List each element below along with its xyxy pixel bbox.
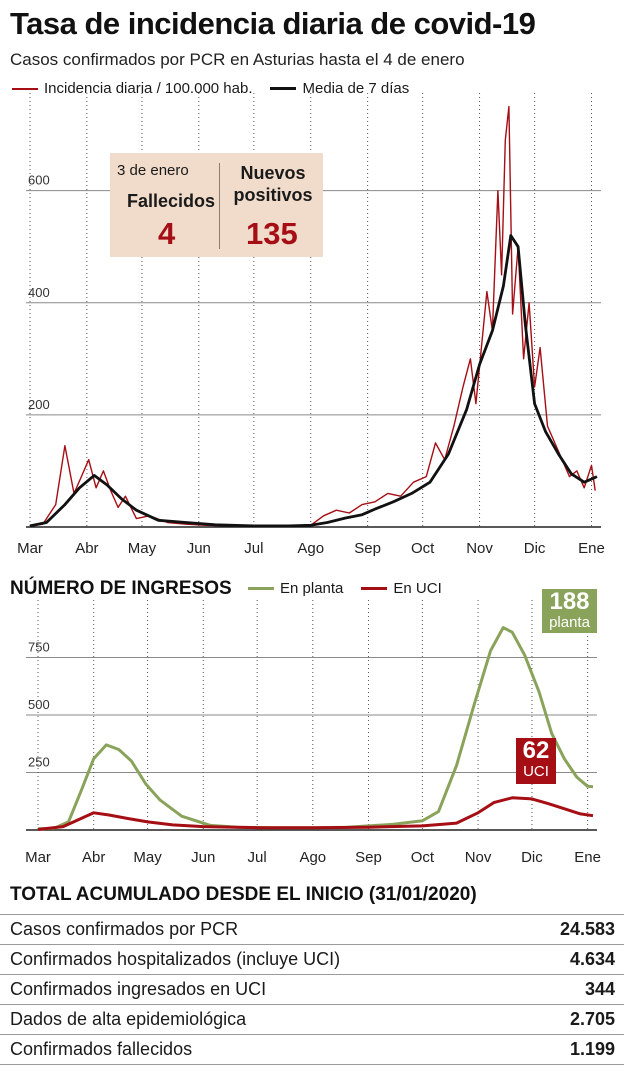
x-tick-label: May [133, 849, 162, 866]
x-tick-label: Jul [244, 540, 263, 557]
positives-label-line2: positivos [233, 185, 313, 205]
planta-callout: 188 planta [542, 589, 597, 633]
x-tick-label: Nov [466, 540, 493, 557]
x-tick-label: Ago [299, 849, 326, 866]
y-tick-label: 400 [28, 285, 50, 300]
totals-label: Casos confirmados por PCR [10, 919, 239, 939]
uci-callout-label: UCI [523, 763, 549, 780]
legend-swatch-avg [270, 87, 297, 90]
legend-item-planta: En planta [248, 580, 343, 597]
totals-row: Dados de alta epidemiológica 2.705 [0, 1004, 624, 1034]
y-tick-label: 750 [28, 640, 50, 655]
x-tick-label: Ene [574, 849, 601, 866]
admissions-legend: En planta En UCI [248, 580, 460, 597]
totals-label: Dados de alta epidemiológica [10, 1009, 247, 1029]
positives-label-line1: Nuevos [240, 163, 306, 183]
chart-subtitle: Casos confirmados por PCR en Asturias ha… [10, 50, 465, 69]
planta-callout-value: 188 [549, 588, 590, 615]
x-tick-label: Dic [524, 540, 546, 557]
info-divider [219, 163, 220, 249]
y-tick-label: 200 [28, 397, 50, 412]
legend-item-uci: En UCI [361, 580, 442, 597]
admissions-chart: 250 500 750 Mar Abr May Jun Jul Ago Sep Oct Nov Dic E… [25, 600, 601, 866]
totals-label: Confirmados ingresados en UCI [10, 979, 267, 999]
info-date: 3 de enero [117, 162, 189, 179]
x-tick-label: Jul [248, 849, 267, 866]
x-tick-label: Jun [191, 849, 215, 866]
totals-row: Confirmados ingresados en UCI 344 [0, 974, 624, 1004]
info-box: 3 de enero Fallecidos 4 Nuevos positivos … [110, 153, 323, 257]
totals-label: Confirmados fallecidos [10, 1039, 193, 1059]
legend-label-planta: En planta [280, 580, 344, 597]
totals-value: 344 [584, 979, 615, 999]
legend-item-daily: Incidencia diaria / 100.000 hab. [12, 80, 252, 97]
uci-callout: 62 UCI [516, 738, 556, 784]
totals-value: 4.634 [569, 949, 615, 969]
x-tick-label: Oct [411, 540, 435, 557]
totals-title: TOTAL ACUMULADO DESDE EL INICIO (31/01/2… [10, 884, 477, 905]
series-line-daily-incidence [29, 105, 596, 527]
chart-title: Tasa de incidencia diaria de covid-19 [10, 6, 536, 41]
positives-value: 135 [246, 216, 298, 251]
x-tick-label: Oct [411, 849, 435, 866]
planta-callout-label: planta [549, 614, 590, 631]
deaths-value: 4 [158, 216, 176, 251]
admissions-title: NÚMERO DE INGRESOS [10, 578, 232, 599]
incidence-chart: 200 400 600 Mar Abr May Jun Jul Ago Sep Oct Nov Dic E… [17, 93, 605, 557]
x-tick-label: Sep [355, 849, 382, 866]
x-tick-label: Ene [578, 540, 605, 557]
x-tick-label: Abr [82, 849, 105, 866]
x-tick-label: Jun [187, 540, 211, 557]
series-line-uci [37, 796, 594, 831]
x-tick-label: Ago [297, 540, 324, 557]
legend-label-avg: Media de 7 días [302, 80, 410, 97]
x-tick-label: Mar [17, 540, 43, 557]
y-tick-label: 500 [28, 697, 50, 712]
incidence-legend: Incidencia diaria / 100.000 hab. Media d… [12, 80, 427, 97]
x-tick-label: May [128, 540, 157, 557]
y-tick-label: 250 [28, 755, 50, 770]
x-tick-label: Mar [25, 849, 51, 866]
positives-label: Nuevos positivos [230, 162, 316, 206]
totals-table: Casos confirmados por PCR 24.583 Confirma… [0, 914, 624, 1065]
legend-label-uci: En UCI [393, 580, 442, 597]
x-tick-label: Dic [521, 849, 543, 866]
y-tick-label: 600 [28, 173, 50, 188]
totals-row: Confirmados hospitalizados (incluye UCI)… [0, 944, 624, 974]
legend-item-avg: Media de 7 días [270, 80, 409, 97]
legend-label-daily: Incidencia diaria / 100.000 hab. [44, 80, 253, 97]
deaths-label: Fallecidos [127, 191, 216, 211]
legend-swatch-planta [248, 587, 274, 590]
x-tick-label: Abr [75, 540, 98, 557]
totals-value: 1.199 [569, 1039, 615, 1059]
x-tick-label: Nov [465, 849, 492, 866]
totals-row: Casos confirmados por PCR 24.583 [0, 914, 624, 944]
totals-value: 2.705 [569, 1009, 615, 1029]
totals-label: Confirmados hospitalizados (incluye UCI) [10, 949, 341, 969]
series-line-7day-average [29, 234, 598, 528]
totals-row: Confirmados fallecidos 1.199 [0, 1034, 624, 1065]
uci-callout-value: 62 [522, 737, 550, 764]
x-tick-label: Sep [354, 540, 381, 557]
totals-value: 24.583 [559, 919, 615, 939]
legend-swatch-daily [12, 87, 38, 90]
legend-swatch-uci [361, 587, 388, 590]
